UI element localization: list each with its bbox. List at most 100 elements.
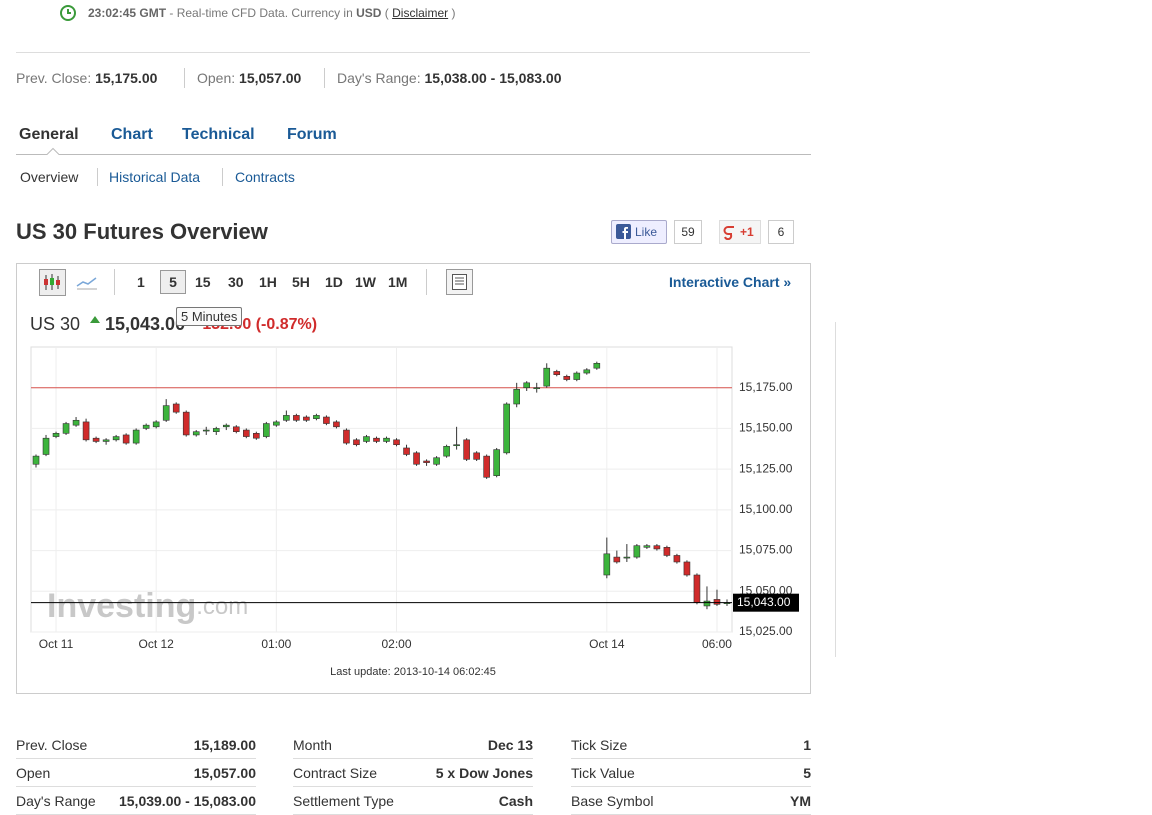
quote-symbol: US 30 bbox=[30, 314, 81, 334]
table-value: 5 x Dow Jones bbox=[435, 765, 533, 781]
candle-body bbox=[573, 372, 581, 380]
currency: USD bbox=[356, 6, 382, 20]
gplus-label: +1 bbox=[740, 225, 754, 239]
candle-body bbox=[72, 419, 80, 426]
settings-button[interactable] bbox=[446, 269, 473, 295]
table-row: Contract Size 5 x Dow Jones bbox=[293, 760, 533, 787]
interval[interactable]: 1W bbox=[355, 274, 376, 290]
candle-body bbox=[463, 439, 470, 460]
tab[interactable]: Chart bbox=[111, 126, 153, 143]
candle-body bbox=[443, 446, 450, 457]
candle-body bbox=[503, 403, 510, 454]
interval[interactable]: 30 bbox=[228, 274, 244, 290]
candle-body bbox=[433, 457, 440, 465]
subtab[interactable]: Contracts bbox=[235, 169, 295, 185]
x-tick-label: 02:00 bbox=[382, 637, 412, 651]
candle-body bbox=[333, 421, 340, 428]
candlestick-chart: 15,025.0015,050.0015,075.0015,100.0015,1… bbox=[30, 346, 799, 678]
tab[interactable]: Technical bbox=[182, 126, 255, 143]
candle-body bbox=[112, 436, 120, 441]
candle-toggle[interactable] bbox=[39, 269, 66, 296]
table-label: Tick Size bbox=[571, 737, 628, 753]
summary-value: 15,038.00 - 15,083.00 bbox=[424, 70, 562, 86]
candle-body bbox=[303, 416, 310, 421]
tab-underline bbox=[16, 147, 811, 155]
summary-value: 15,057.00 bbox=[239, 70, 302, 86]
disclaimer-link[interactable]: Disclaimer bbox=[392, 6, 449, 20]
header: 23:02:45 GMT - Real-time CFD Data. Curre… bbox=[88, 6, 455, 20]
tab[interactable]: General bbox=[19, 126, 79, 143]
candle-body bbox=[623, 556, 631, 559]
interval[interactable]: 15 bbox=[195, 274, 211, 290]
table-value: Cash bbox=[498, 793, 533, 809]
candle-body bbox=[42, 437, 50, 455]
paren: ( bbox=[384, 6, 389, 20]
table-value: Dec 13 bbox=[487, 737, 533, 753]
candle-body bbox=[613, 556, 621, 563]
interval[interactable]: 1 bbox=[137, 274, 145, 290]
table-label: Day's Range bbox=[16, 793, 96, 809]
candle-body bbox=[673, 555, 681, 563]
last-price-box bbox=[733, 593, 799, 612]
interval[interactable]: 1H bbox=[259, 274, 277, 290]
candle-body bbox=[583, 369, 591, 374]
candle-body bbox=[263, 423, 270, 437]
table-label: Tick Value bbox=[571, 765, 635, 781]
table-value: 15,057.00 bbox=[193, 765, 256, 781]
candle-body bbox=[212, 428, 220, 432]
interval[interactable]: 1M bbox=[388, 274, 408, 290]
chart-panel bbox=[16, 263, 811, 694]
table-value: 15,039.00 - 15,083.00 bbox=[118, 793, 256, 809]
table-row: Month Dec 13 bbox=[293, 732, 533, 759]
candle-body bbox=[92, 437, 100, 442]
up-arrow bbox=[90, 316, 100, 323]
candle-body bbox=[693, 574, 701, 603]
page-title: US 30 Futures Overview bbox=[16, 219, 268, 244]
candle-body bbox=[553, 371, 561, 375]
line-toggle[interactable] bbox=[75, 272, 99, 292]
candle-body bbox=[323, 416, 330, 424]
last-price-label: 15,043.00 bbox=[737, 595, 791, 609]
table-row: Tick Size 1 bbox=[571, 732, 811, 759]
subtab[interactable]: Overview bbox=[20, 169, 79, 185]
interactive-link[interactable]: Interactive Chart » bbox=[669, 274, 792, 290]
interval[interactable]: 1D bbox=[325, 274, 343, 290]
table-value: YM bbox=[790, 793, 811, 809]
candle-body bbox=[393, 439, 400, 446]
candle-body bbox=[663, 547, 671, 556]
table-label: Settlement Type bbox=[293, 793, 394, 809]
candle-body bbox=[273, 421, 280, 426]
candle-body bbox=[182, 411, 190, 436]
candle-body bbox=[493, 449, 500, 476]
summary-value: 15,175.00 bbox=[95, 70, 158, 86]
x-tick-label: Oct 14 bbox=[589, 637, 625, 651]
candle-body bbox=[232, 426, 240, 432]
subtab[interactable]: Historical Data bbox=[109, 169, 201, 185]
y-tick-label: 15,150.00 bbox=[739, 421, 793, 435]
x-tick-label: 01:00 bbox=[261, 637, 291, 651]
candle-body bbox=[142, 424, 150, 429]
tab[interactable]: Forum bbox=[287, 126, 337, 143]
interval-selected[interactable]: 5 bbox=[160, 270, 186, 294]
table-label: Month bbox=[293, 737, 332, 753]
candle-body bbox=[353, 439, 360, 446]
separator bbox=[426, 269, 427, 295]
gplus-icon bbox=[723, 226, 734, 240]
table-label: Open bbox=[16, 765, 51, 781]
summary-label: Prev. Close: bbox=[16, 70, 92, 86]
candle-body bbox=[283, 415, 290, 421]
plot-area bbox=[30, 346, 733, 633]
table-label: Base Symbol bbox=[571, 793, 654, 809]
watermark-brand: Investing bbox=[47, 587, 196, 625]
interval[interactable]: 5H bbox=[292, 274, 310, 290]
like-button[interactable]: Like bbox=[611, 220, 667, 244]
table-row: Tick Value 5 bbox=[571, 760, 811, 787]
table-row: Day's Range 15,039.00 - 15,083.00 bbox=[16, 788, 256, 815]
candle-body bbox=[162, 405, 170, 421]
table-row: Settlement Type Cash bbox=[293, 788, 533, 815]
candle-body bbox=[653, 545, 661, 550]
gplus-button[interactable]: +1 bbox=[719, 220, 761, 244]
candle-body bbox=[473, 452, 480, 460]
clock-icon bbox=[60, 5, 76, 21]
